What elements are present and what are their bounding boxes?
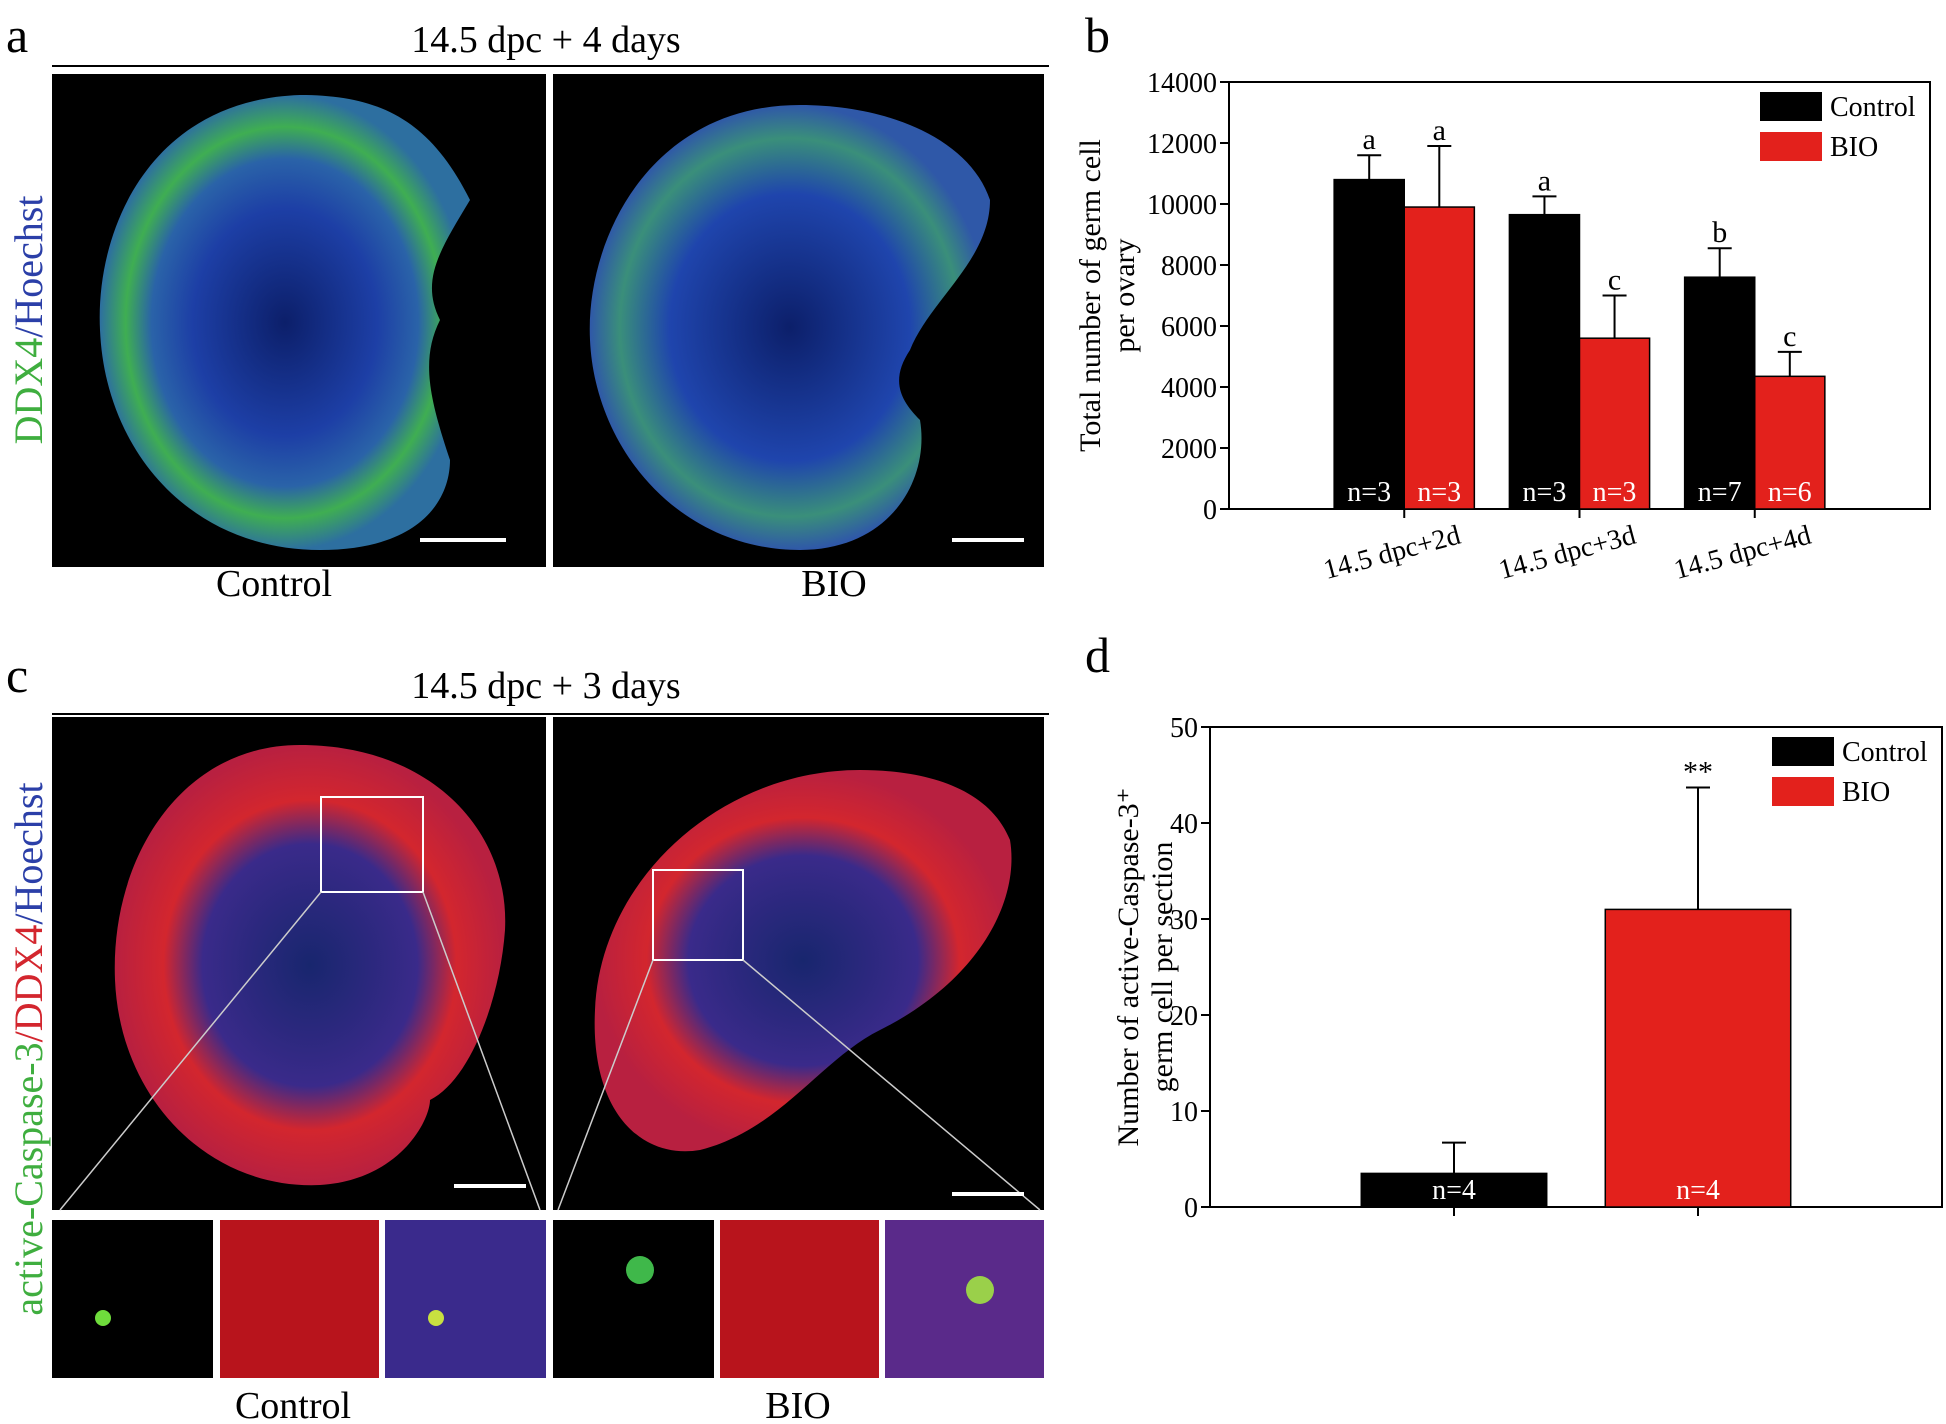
stain-label: DDX4/Hoechst: [6, 196, 51, 445]
y-tick-label: 20: [1170, 1001, 1198, 1032]
sample-size: n=6: [1768, 477, 1812, 508]
y-tick-label: 4000: [1161, 373, 1217, 404]
y-tick-label: 12000: [1147, 129, 1217, 160]
plot-frame: [1209, 726, 1943, 1208]
panel-letter: c: [6, 647, 28, 703]
legend-label: Control: [1842, 737, 1928, 768]
sample-size: n=3: [1417, 477, 1461, 508]
significance: **: [1683, 755, 1713, 788]
y-tick-label: 50: [1170, 713, 1198, 744]
y-axis-label: Total number of germ cell: [1074, 139, 1107, 452]
y-axis-label: per ovary: [1108, 238, 1141, 352]
panel-title: 14.5 dpc + 4 days: [411, 19, 680, 61]
error-bar: [1357, 154, 1382, 180]
significance: a: [1538, 164, 1551, 197]
y-tick-label: 0: [1203, 495, 1217, 526]
significance: c: [1608, 264, 1621, 297]
micrograph: [52, 717, 546, 1211]
error-bar: [1777, 350, 1802, 377]
error-bar: [1427, 145, 1452, 208]
y-axis-label: germ cell per section: [1146, 842, 1179, 1093]
y-axis-label: Number of active-Caspase-3⁺: [1112, 787, 1145, 1146]
image-caption: Control: [216, 563, 332, 605]
image-caption: Control: [235, 1385, 351, 1424]
error-bar: [1442, 1141, 1466, 1174]
error-bar: [1686, 786, 1710, 910]
y-tick-label: 30: [1170, 905, 1198, 936]
legend-swatch: [1760, 132, 1822, 161]
sample-size: n=7: [1698, 477, 1742, 508]
sample-size: n=4: [1432, 1175, 1476, 1206]
significance: c: [1783, 320, 1796, 353]
sample-size: n=3: [1593, 477, 1637, 508]
x-tick-label: 14.5 dpc+4d: [1671, 520, 1814, 586]
y-tick-label: 10: [1170, 1097, 1198, 1128]
image-caption: BIO: [765, 1385, 830, 1424]
sample-size: n=4: [1676, 1175, 1720, 1206]
bar: [1578, 337, 1651, 510]
y-tick-label: 10000: [1147, 190, 1217, 221]
y-tick-label: 14000: [1147, 68, 1217, 99]
legend-swatch: [1772, 737, 1834, 766]
error-bar: [1707, 247, 1732, 278]
stain-label: active-Caspase-3/DDX4/Hoechst: [6, 782, 51, 1315]
x-tick-label: 14.5 dpc+2d: [1320, 520, 1463, 586]
micrograph: [553, 717, 1044, 1211]
micrograph: [553, 74, 1044, 567]
panel-title: 14.5 dpc + 3 days: [411, 665, 680, 707]
panel-letter: b: [1085, 7, 1110, 63]
y-tick-label: 2000: [1161, 434, 1217, 465]
panel-letter: a: [6, 7, 28, 63]
bar: [1508, 213, 1581, 510]
error-bar: [1532, 195, 1557, 215]
bar: [1403, 206, 1476, 510]
significance: a: [1363, 123, 1376, 156]
y-tick-label: 6000: [1161, 312, 1217, 343]
bar: [1683, 276, 1756, 510]
y-tick-label: 0: [1184, 1193, 1198, 1224]
bar: [1333, 178, 1406, 510]
panel-letter: d: [1085, 627, 1110, 683]
bar: [1754, 375, 1826, 510]
error-bar: [1602, 294, 1627, 339]
image-caption: BIO: [801, 563, 866, 605]
y-tick-label: 8000: [1161, 251, 1217, 282]
significance: b: [1712, 216, 1727, 249]
legend-label: BIO: [1830, 132, 1878, 163]
bar: [1360, 1172, 1548, 1208]
micrograph: [52, 74, 546, 567]
sample-size: n=3: [1523, 477, 1567, 508]
bar: [1604, 908, 1792, 1208]
legend-swatch: [1760, 92, 1822, 121]
sample-size: n=3: [1347, 477, 1391, 508]
y-tick-label: 40: [1170, 809, 1198, 840]
legend-label: Control: [1830, 92, 1916, 123]
legend-label: BIO: [1842, 777, 1890, 808]
legend-swatch: [1772, 777, 1834, 806]
inset-tiles: [52, 1220, 1044, 1378]
x-tick-label: 14.5 dpc+3d: [1496, 520, 1639, 586]
significance: a: [1433, 114, 1446, 147]
